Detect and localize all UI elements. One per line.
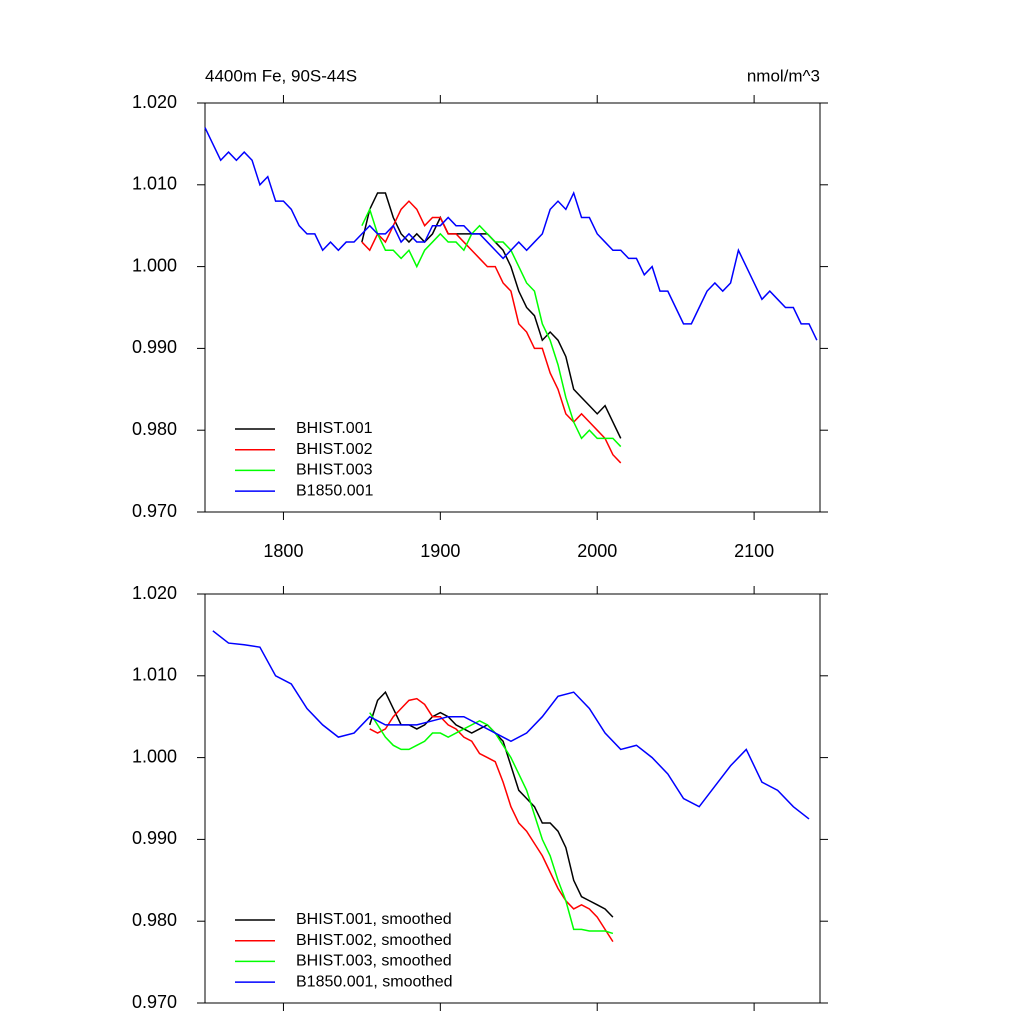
- y-tick-label: 1.020: [132, 92, 177, 112]
- y-tick-label: 0.970: [132, 501, 177, 521]
- y-tick-label: 1.010: [132, 665, 177, 685]
- y-tick-label: 1.010: [132, 174, 177, 194]
- y-tick-label: 1.000: [132, 746, 177, 766]
- series-line: [369, 697, 614, 943]
- series-line: [204, 127, 818, 341]
- chart-title: 4400m Fe, 90S-44S: [205, 66, 357, 85]
- series-line: [212, 630, 810, 820]
- x-tick-label: 2000: [577, 541, 617, 561]
- series-line: [361, 192, 622, 439]
- plot-frame: [204, 102, 821, 513]
- y-tick-label: 1.020: [132, 583, 177, 603]
- legend-label: BHIST.002: [296, 441, 373, 458]
- x-tick-label: 2100: [734, 541, 774, 561]
- y-tick-label: 0.980: [132, 910, 177, 930]
- series-line: [369, 712, 614, 935]
- legend-label: BHIST.001, smoothed: [296, 911, 452, 928]
- legend-label: B1850.001, smoothed: [296, 973, 453, 990]
- y-tick-label: 0.970: [132, 992, 177, 1012]
- series-line: [361, 200, 622, 464]
- legend-label: BHIST.001: [296, 420, 373, 437]
- y-tick-label: 0.990: [132, 828, 177, 848]
- series-line: [361, 207, 622, 448]
- legend-label: BHIST.003, smoothed: [296, 953, 452, 970]
- y-tick-label: 1.000: [132, 255, 177, 275]
- x-tick-label: 1900: [420, 541, 460, 561]
- y-tick-label: 0.980: [132, 419, 177, 439]
- y-tick-label: 0.990: [132, 337, 177, 357]
- x-tick-label: 1800: [263, 541, 303, 561]
- units-label: nmol/m^3: [747, 66, 820, 85]
- plot-frame: [204, 593, 821, 1004]
- legend-label: B1850.001: [296, 482, 374, 499]
- series-line: [369, 690, 614, 918]
- legend-label: BHIST.002, smoothed: [296, 932, 452, 949]
- legend-label: BHIST.003: [296, 462, 373, 479]
